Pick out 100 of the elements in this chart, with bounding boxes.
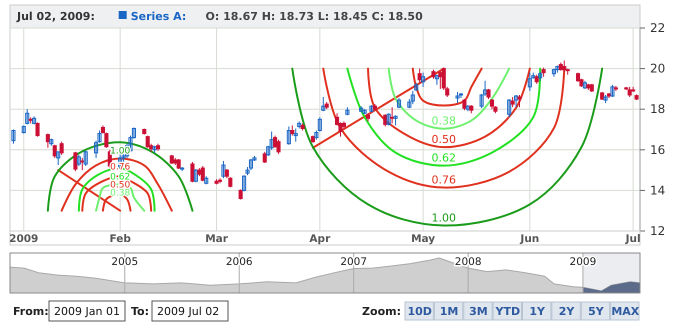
candlestick: [396, 98, 402, 109]
candlestick: [414, 82, 418, 92]
x-tick-label: Jul: [624, 233, 641, 245]
candlestick: [386, 112, 391, 126]
candlestick: [421, 72, 426, 88]
text: 1Y: [529, 305, 546, 318]
candlestick: [383, 114, 388, 127]
x-tick-label: 2008: [454, 256, 482, 268]
candlestick: [252, 155, 256, 162]
candlestick: [582, 80, 587, 90]
candlestick: [221, 160, 226, 179]
candlestick: [56, 151, 60, 166]
x-tick-label: 2009: [9, 233, 38, 245]
candlestick: [510, 96, 515, 108]
x-tick-label: 2009: [570, 256, 596, 268]
text: YTD: [494, 305, 520, 318]
x-tick-label: 2007: [340, 256, 368, 268]
x-tick-label: Apr: [309, 233, 332, 245]
candlestick: [262, 151, 267, 164]
candlestick: [507, 98, 512, 118]
candlestick: [242, 174, 246, 192]
candlestick: [52, 144, 57, 158]
y-tick-label: 22: [650, 21, 666, 35]
candlestick: [362, 108, 367, 115]
text: 3M: [469, 305, 488, 318]
candlestick: [266, 145, 270, 156]
candlestick: [455, 91, 460, 104]
candlestick: [176, 158, 181, 170]
candlestick: [345, 106, 350, 116]
candlestick: [200, 166, 205, 182]
annotation: 0.50: [110, 180, 130, 190]
candlestick: [22, 124, 26, 134]
candlestick: [180, 166, 184, 172]
candlestick: [76, 154, 81, 167]
candlestick: [555, 65, 560, 74]
text: From:: [13, 305, 49, 318]
x-tick-label: Mar: [205, 233, 229, 245]
candlestick: [146, 135, 150, 148]
x-tick-label: Jun: [519, 233, 540, 245]
candlestick: [390, 106, 394, 124]
text: O: 18.67 H: 18.73 L: 18.45 C: 18.50: [206, 10, 424, 23]
text: 10D: [407, 305, 432, 318]
candlestick: [73, 151, 78, 172]
candlestick: [321, 96, 326, 112]
line-series: [346, 68, 542, 167]
text: To:: [131, 305, 149, 318]
candlestick: [294, 128, 298, 142]
candlestick: [11, 129, 16, 144]
y-tick-label: 20: [650, 62, 666, 76]
candlestick: [248, 158, 254, 171]
candlestick: [290, 124, 294, 136]
candlestick: [32, 116, 36, 125]
candlestick: [270, 131, 274, 150]
annotation: 1.00: [432, 212, 456, 225]
x-tick-label: Feb: [109, 233, 132, 245]
text: MAX: [611, 305, 640, 318]
candlestick: [434, 74, 439, 86]
y-tick-label: 14: [650, 183, 666, 198]
candlestick: [534, 74, 539, 84]
candlestick: [60, 141, 64, 156]
candlestick: [604, 94, 608, 104]
candlestick: [84, 150, 88, 167]
y-tick-label: 18: [650, 102, 666, 116]
candlestick: [628, 86, 632, 98]
candlestick: [480, 93, 484, 109]
candlestick: [286, 126, 291, 146]
candlestick: [297, 120, 302, 129]
text: 2Y: [558, 305, 576, 318]
candlestick: [94, 140, 98, 158]
candlestick: [514, 94, 518, 108]
annotation: 0.38: [432, 114, 456, 128]
candlestick: [552, 68, 556, 78]
candlestick: [152, 145, 157, 154]
candlestick: [194, 168, 198, 183]
candlestick: [132, 126, 136, 140]
line-series: [291, 68, 604, 227]
text: Jul 02, 2009:: [16, 10, 95, 23]
candlestick: [458, 92, 464, 99]
candlestick: [80, 157, 84, 171]
x-tick-label: May: [411, 233, 436, 245]
annotation: 0.50: [432, 133, 456, 146]
annotation: 0.76: [432, 174, 456, 187]
legend-label: Series A:: [130, 10, 186, 23]
candlestick: [542, 67, 546, 78]
candlestick: [462, 98, 466, 111]
candlestick: [46, 133, 50, 148]
candlestick: [25, 108, 30, 125]
candlestick: [528, 72, 532, 92]
x-tick-label: 2005: [111, 256, 138, 268]
candlestick: [318, 116, 322, 132]
text: 2009 Jul 02: [157, 305, 220, 318]
candlestick: [562, 60, 566, 72]
candlestick: [49, 138, 54, 146]
text: 5Y: [588, 305, 605, 318]
y-tick-label: 12: [650, 224, 666, 238]
candlestick: [369, 104, 374, 113]
candlestick: [610, 84, 615, 98]
annotation: 0.62: [432, 152, 456, 165]
candlestick: [190, 161, 195, 183]
candlestick: [204, 176, 208, 185]
